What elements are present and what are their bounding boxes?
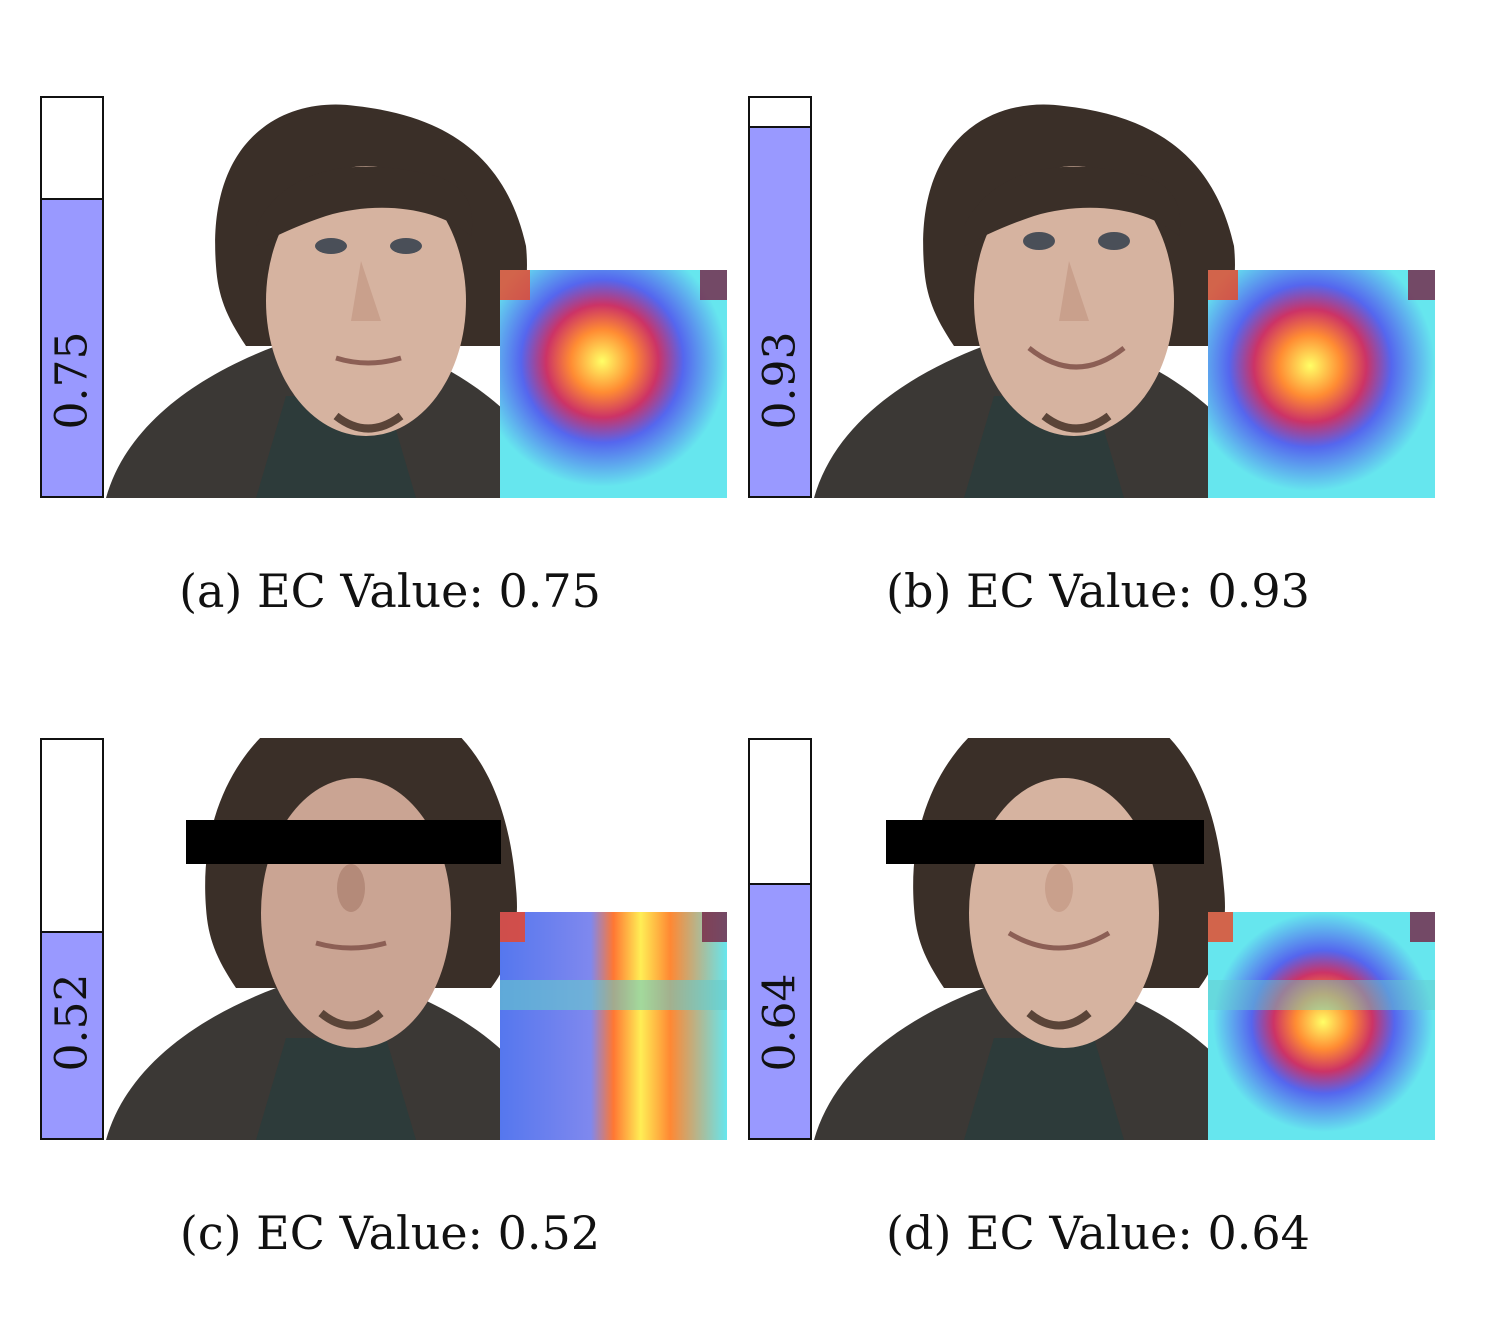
heatmap — [1208, 270, 1435, 498]
ec-bar-fill — [42, 197, 102, 496]
face-photo — [106, 104, 566, 498]
ec-bar: 0.64 — [748, 738, 812, 1140]
caption: (a) EC Value: 0.75 — [179, 564, 601, 618]
occlusion-bar — [186, 820, 501, 864]
panel-c: 0.52 (c) EC Value: 0.52 — [40, 738, 740, 1338]
ec-bar-fill — [42, 931, 102, 1138]
heatmap — [500, 912, 727, 1140]
ec-bar: 0.93 — [748, 96, 812, 498]
ec-bar-label: 0.75 — [46, 331, 98, 430]
panel-b: 0.93 (b) EC Value: 0.93 — [748, 96, 1448, 696]
caption: (c) EC Value: 0.52 — [179, 1206, 601, 1260]
ec-bar-fill — [750, 125, 810, 496]
ec-bar-label: 0.93 — [754, 331, 806, 430]
heatmap — [500, 270, 727, 498]
ec-bar-label: 0.64 — [754, 973, 806, 1072]
face-photo — [814, 738, 1274, 1140]
face-photo — [106, 738, 566, 1140]
caption: (b) EC Value: 0.93 — [886, 564, 1310, 618]
occlusion-bar — [886, 820, 1204, 864]
ec-bar: 0.52 — [40, 738, 104, 1140]
ec-bar-fill — [750, 883, 810, 1138]
ec-bar-label: 0.52 — [46, 973, 98, 1072]
panel-d: 0.64 (d) EC Value: 0.64 — [748, 738, 1448, 1338]
face-photo — [814, 104, 1274, 498]
heatmap — [1208, 912, 1435, 1140]
panel-a: 0.75 (a) EC Value: 0.75 — [40, 96, 740, 696]
ec-bar: 0.75 — [40, 96, 104, 498]
caption: (d) EC Value: 0.64 — [886, 1206, 1310, 1260]
